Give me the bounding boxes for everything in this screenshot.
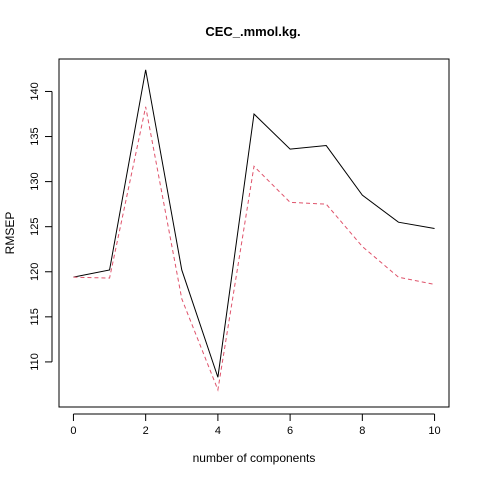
x-axis-label: number of components xyxy=(193,451,316,465)
y-tick-label: 110 xyxy=(29,353,41,371)
y-tick-label: 140 xyxy=(29,82,41,100)
x-tick-label: 0 xyxy=(70,425,76,437)
y-tick-label: 120 xyxy=(29,263,41,281)
x-axis: 0 2 4 6 8 10 xyxy=(70,414,440,437)
x-tick-label: 4 xyxy=(215,425,221,437)
series-line-dashed xyxy=(73,107,434,390)
y-axis: 110 115 120 125 130 135 140 xyxy=(29,82,52,370)
x-tick-label: 2 xyxy=(143,425,149,437)
chart-title: CEC_.mmol.kg. xyxy=(205,24,300,39)
x-tick-label: 6 xyxy=(287,425,293,437)
series-line-solid xyxy=(73,70,434,377)
y-tick-label: 135 xyxy=(29,127,41,145)
x-tick-label: 8 xyxy=(359,425,365,437)
series-layer xyxy=(73,70,434,390)
x-tick-label: 10 xyxy=(428,425,440,437)
y-tick-label: 115 xyxy=(29,308,41,326)
y-axis-label: RMSEP xyxy=(3,212,17,255)
y-tick-label: 130 xyxy=(29,172,41,190)
y-tick-label: 125 xyxy=(29,218,41,236)
plot-frame xyxy=(59,59,449,407)
